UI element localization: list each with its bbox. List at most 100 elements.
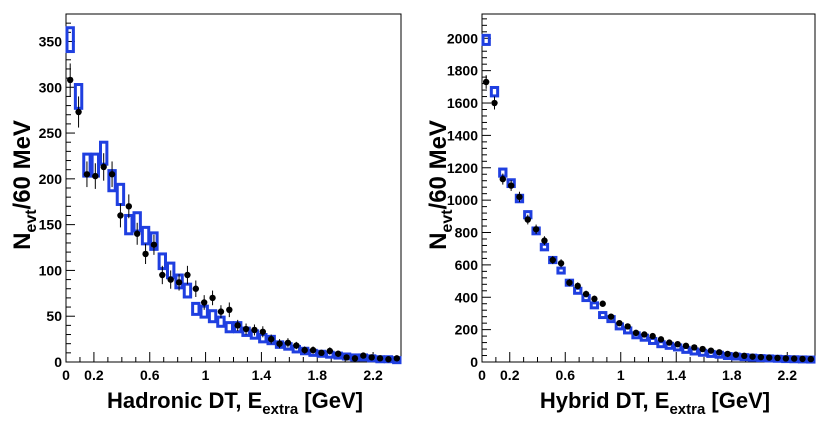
y-tick-label: 1400 (447, 127, 478, 143)
data-point (699, 345, 706, 353)
y-tick-label: 300 (39, 79, 63, 95)
y-tick-label: 2000 (447, 30, 478, 46)
y-axis-title-unit: /60 MeV (9, 120, 36, 209)
data-point (549, 256, 556, 264)
sim-point (489, 85, 500, 98)
x-axis-title: Hybrid DT, Eextra [GeV] (540, 388, 770, 418)
data-point (334, 350, 342, 357)
data-point (516, 193, 523, 201)
y-tick-label: 400 (455, 289, 479, 305)
data-point (167, 276, 174, 283)
data-point (799, 355, 806, 363)
x-tick-label: 1.8 (308, 367, 328, 383)
x-tick-label: 1 (202, 367, 210, 383)
data-point (691, 344, 698, 351)
data-point (724, 350, 731, 358)
series-data (66, 63, 401, 363)
data-point (741, 352, 748, 360)
y-tick-label: 50 (46, 308, 62, 324)
y-axis-title-main: N (9, 233, 36, 250)
data-point (376, 355, 384, 362)
y-axis-title-sub: evt (439, 209, 456, 233)
data-point (150, 241, 158, 248)
sim-point (224, 321, 234, 334)
data-point (192, 285, 200, 292)
data-point (757, 353, 765, 361)
data-point (524, 216, 531, 223)
x-axis-title-sub: extra (669, 401, 706, 418)
data-point (293, 342, 300, 349)
data-point (807, 355, 815, 363)
plot-frame (481, 13, 816, 363)
x-tick-label: 0.6 (140, 367, 160, 383)
data-point (133, 230, 141, 237)
data-point (309, 346, 317, 354)
sim-point (207, 309, 218, 324)
data-point (159, 271, 166, 279)
sim-point (216, 315, 226, 328)
x-tick-label: 0.6 (556, 367, 576, 383)
data-point (599, 300, 606, 307)
y-tick-label: 1200 (447, 160, 478, 176)
y-axis-title-unit: /60 MeV (425, 120, 452, 209)
data-point (318, 349, 325, 357)
x-tick-label: 0.2 (500, 367, 520, 383)
y-tick-label: 200 (455, 322, 479, 338)
x-tick-label: 0 (478, 367, 486, 383)
data-point (251, 326, 258, 334)
y-tick-label: 150 (39, 217, 63, 233)
y-tick-label: 0 (470, 354, 478, 370)
y-axis-title-sub: evt (23, 209, 40, 233)
data-point (499, 175, 507, 183)
sim-point (481, 33, 491, 46)
data-point (507, 182, 515, 189)
data-point (532, 226, 540, 233)
data-point (732, 351, 740, 358)
data-point (385, 356, 392, 363)
sim-point (191, 301, 201, 316)
plot-hybrid: 0 200 400 600 800 1000 1200 1400 1600 1800 2000 0 0.… (425, 13, 816, 418)
data-point (707, 347, 715, 354)
data-point (566, 279, 573, 286)
y-tick-label: 0 (54, 354, 62, 370)
x-tick-label: 0.2 (84, 367, 104, 383)
sim-point (115, 182, 126, 206)
sim-point (182, 282, 193, 299)
sim-point (598, 311, 608, 320)
data-point (649, 332, 656, 340)
data-point (108, 171, 116, 178)
data-point (682, 342, 690, 350)
y-axis-title-main: N (425, 233, 452, 250)
data-point (175, 279, 183, 286)
sim-point (589, 301, 600, 310)
data-point (83, 171, 91, 178)
data-point (632, 329, 640, 337)
data-point (616, 319, 623, 327)
data-point (574, 282, 581, 290)
x-axis-title-sub: extra (262, 401, 299, 418)
x-axis-title-main: Hybrid DT, E (540, 388, 670, 413)
data-point (284, 339, 292, 346)
x-tick-label: 1.4 (252, 367, 272, 383)
data-point (117, 212, 124, 219)
data-point (209, 294, 216, 302)
y-tick-label: 200 (39, 171, 63, 187)
data-point (242, 325, 250, 333)
series-data (482, 75, 815, 363)
series-simulation (481, 33, 816, 364)
data-point (491, 99, 498, 107)
data-point (666, 339, 673, 346)
data-point (766, 354, 773, 361)
x-axis-title: Hadronic DT, Eextra [GeV] (107, 388, 363, 418)
data-point (393, 355, 401, 362)
data-point (782, 355, 790, 362)
data-point (351, 355, 359, 362)
data-point (259, 328, 267, 335)
data-point (75, 108, 82, 116)
x-axis-title-unit: [GeV] (705, 388, 770, 413)
data-point (326, 347, 334, 355)
data-point (716, 349, 723, 356)
data-point (582, 290, 590, 298)
